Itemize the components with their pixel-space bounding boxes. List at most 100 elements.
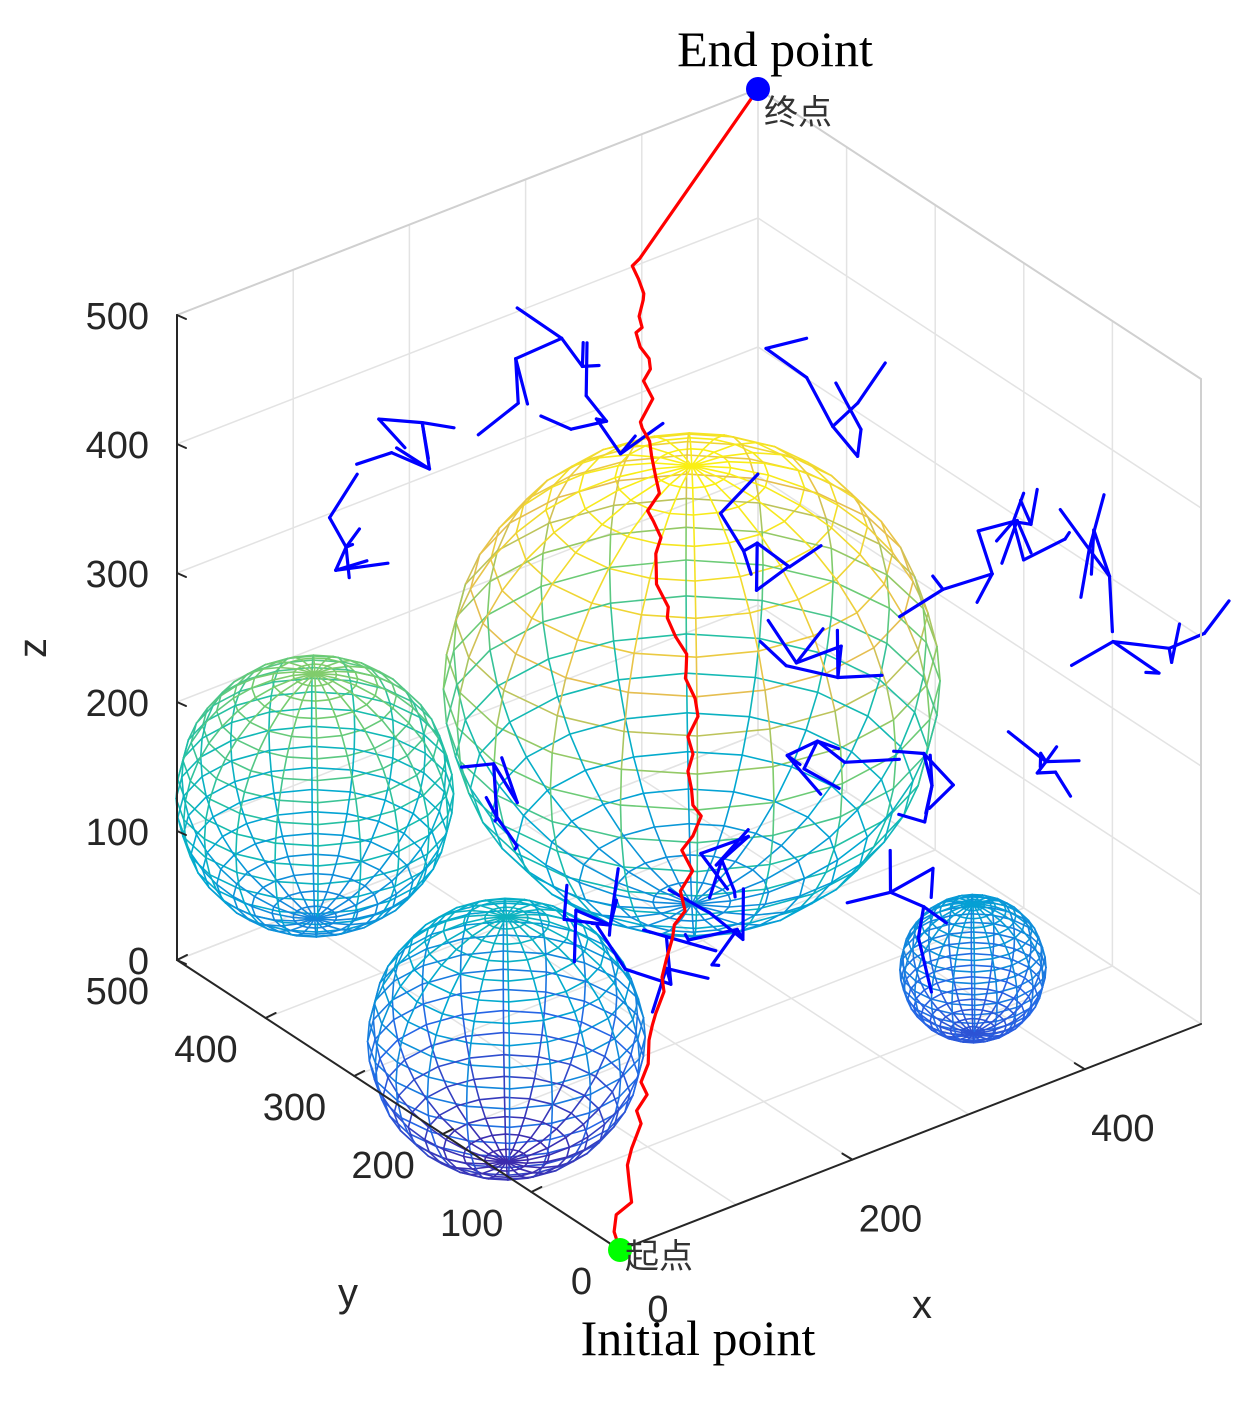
sphere-latitude-line (270, 766, 313, 773)
sphere-latitude-line (665, 436, 691, 441)
sphere-longitude-line (445, 1138, 467, 1151)
sphere-latitude-line (230, 749, 271, 762)
sphere-latitude-line (832, 580, 891, 609)
sphere-longitude-line (551, 1084, 564, 1106)
sphere-longitude-line (749, 908, 760, 924)
sphere-longitude-line (465, 1085, 468, 1108)
sphere-longitude-line (1003, 1012, 1015, 1022)
sphere-longitude-line (555, 1112, 573, 1130)
sphere-longitude-line (332, 655, 340, 659)
sphere-latitude-line (441, 1013, 476, 1023)
sphere-latitude-line (970, 912, 994, 916)
sphere-latitude-line (455, 580, 491, 618)
sphere-latitude-line (289, 929, 304, 935)
sphere-latitude-line (201, 759, 233, 778)
tree-branch (420, 421, 432, 471)
sphere-latitude-line (938, 954, 957, 961)
sphere-latitude-line (407, 1132, 437, 1148)
sphere-longitude-line (932, 965, 937, 979)
sphere-latitude-line (209, 798, 241, 815)
sphere-latitude-line (1019, 987, 1030, 998)
sphere-latitude-line (423, 1126, 430, 1141)
sphere-latitude-line (215, 710, 223, 728)
sphere-latitude-line (381, 1076, 389, 1098)
tree-branch (836, 673, 884, 680)
sphere-latitude-line (653, 889, 661, 898)
tree-branch (476, 401, 520, 437)
start-point-label: 起点 (625, 1237, 693, 1277)
z-tick-label: 0 (128, 941, 149, 983)
tree-branch (514, 336, 564, 361)
sphere-longitude-line (320, 657, 328, 666)
sphere-latitude-line (769, 710, 836, 730)
sphere-latitude-line (962, 926, 975, 929)
sphere-longitude-line (351, 748, 356, 771)
sphere-longitude-line (379, 1057, 389, 1079)
tree-branch (785, 753, 823, 796)
sphere-longitude-line (459, 1171, 472, 1176)
sphere-latitude-line (515, 532, 527, 561)
sphere-longitude-line (991, 957, 996, 972)
sphere-longitude-line (285, 735, 293, 758)
sphere-longitude-line (235, 853, 238, 874)
sphere-longitude-line (515, 842, 547, 866)
sphere-longitude-line (754, 911, 786, 917)
sphere-latitude-line (998, 927, 1010, 935)
sphere-latitude-line (430, 1055, 470, 1066)
sphere-longitude-line (825, 845, 836, 874)
sphere-latitude-line (400, 1117, 433, 1133)
tree-branch (1035, 770, 1058, 775)
sphere-longitude-line (423, 1138, 445, 1151)
sphere-longitude-line (584, 769, 605, 806)
sphere-latitude-line (931, 922, 940, 931)
sphere-latitude-line (373, 1057, 381, 1081)
sphere-latitude-line (357, 885, 396, 898)
sphere-longitude-line (906, 999, 913, 1010)
sphere-longitude-line (556, 676, 567, 717)
tree-branch (855, 427, 863, 458)
z-tick-mark (176, 830, 187, 836)
sphere-latitude-line (949, 952, 973, 957)
grid-line (176, 475, 759, 703)
sphere-longitude-line (982, 1025, 996, 1032)
sphere-longitude-line (763, 860, 800, 882)
sphere-longitude-line (613, 981, 626, 1002)
sphere-longitude-line (427, 920, 447, 930)
sphere-longitude-line (614, 893, 654, 904)
sphere-latitude-line (546, 1031, 583, 1043)
sphere-latitude-line (287, 891, 302, 897)
sphere-longitude-line (278, 899, 298, 912)
sphere-latitude-line (365, 694, 377, 706)
sphere-longitude-line (950, 1026, 963, 1032)
sphere-latitude-line (825, 846, 875, 874)
sphere-latitude-line (388, 774, 418, 791)
sphere-latitude-line (184, 837, 207, 859)
sphere-longitude-line (254, 842, 267, 864)
sphere-latitude-line (549, 1052, 588, 1065)
sphere-latitude-line (392, 893, 398, 908)
sphere-longitude-line (348, 884, 366, 901)
tree-branch (794, 627, 825, 665)
tree-branch (710, 927, 739, 967)
sphere-longitude-line (989, 946, 994, 960)
sphere-latitude-line (734, 860, 754, 871)
sphere-latitude-line (883, 809, 894, 843)
sphere-latitude-line (940, 988, 957, 995)
sphere-longitude-line (739, 575, 751, 614)
sphere-longitude-line (981, 1034, 993, 1038)
sphere-longitude-line (678, 449, 693, 467)
sphere-longitude-line (236, 721, 251, 741)
sphere-longitude-line (975, 909, 982, 919)
sphere-longitude-line (576, 896, 593, 915)
sphere-longitude-line (523, 923, 543, 936)
sphere-latitude-line (462, 1155, 467, 1164)
sphere-latitude-line (514, 852, 567, 878)
sphere-latitude-line (503, 824, 559, 853)
sphere-latitude-line (989, 942, 1006, 949)
sphere-longitude-line (878, 543, 888, 576)
sphere-longitude-line (1044, 966, 1047, 979)
sphere-longitude-line (998, 1034, 1006, 1039)
sphere-longitude-line (644, 445, 670, 454)
sphere-longitude-line (602, 803, 625, 837)
sphere-longitude-line (392, 707, 410, 724)
